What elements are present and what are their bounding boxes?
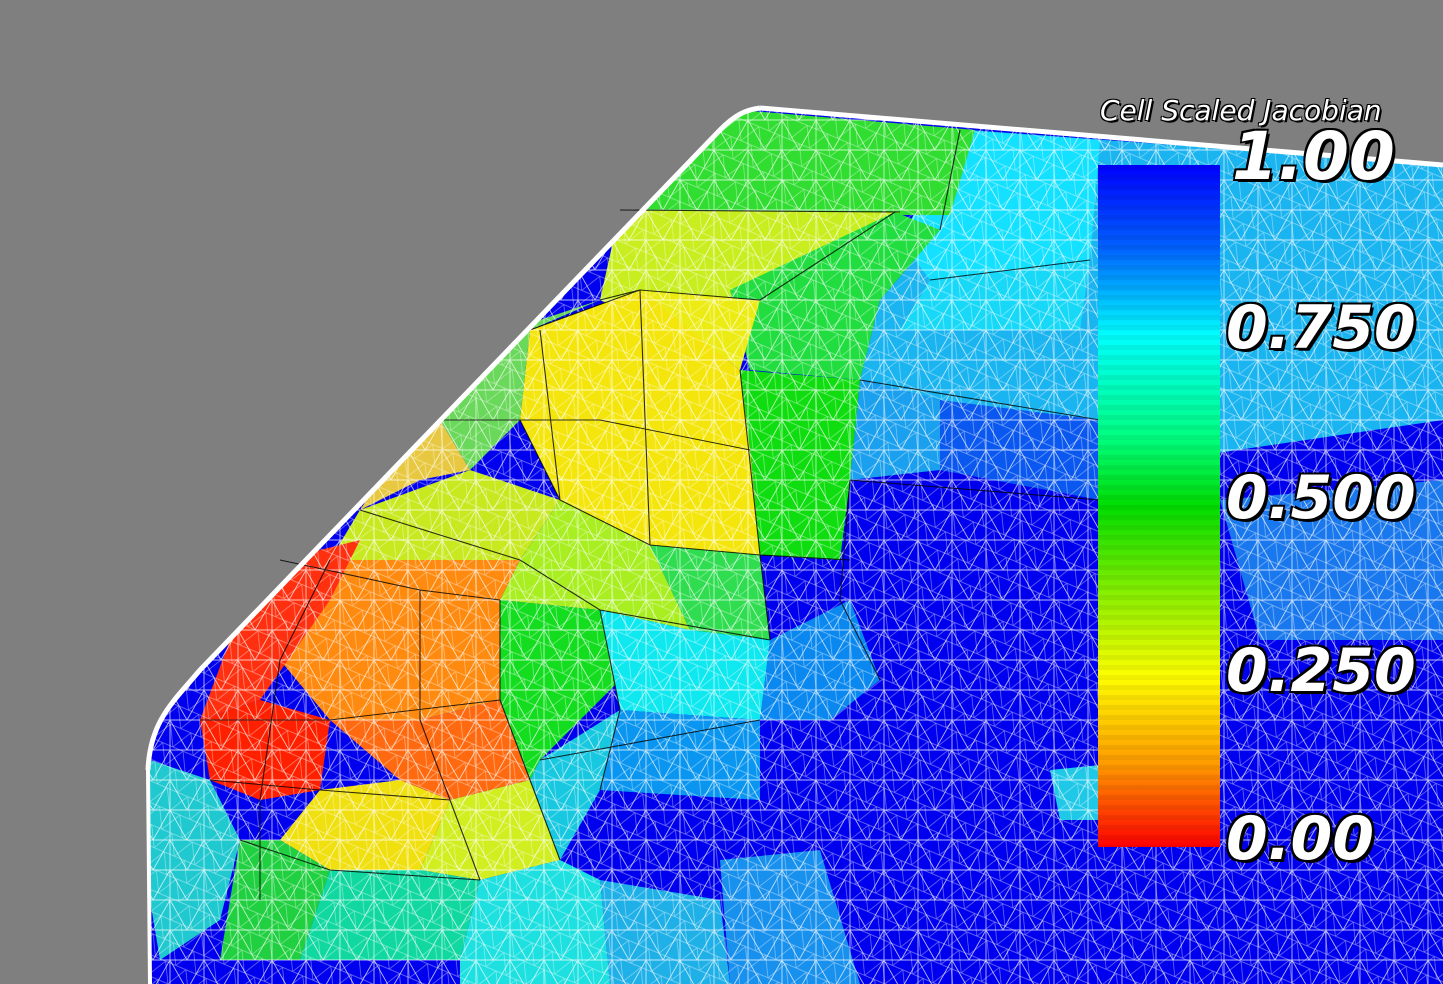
scalar-bar-label-0500: 0.500 (1226, 463, 1416, 533)
scalar-bar-label-max: 1.00 (1232, 118, 1395, 195)
scalar-bar-title: Cell Scaled Jacobian (1100, 94, 1382, 127)
scalar-bar-colorbar[interactable] (1098, 165, 1220, 847)
scalar-bar-label-min: 0.00 (1226, 804, 1375, 874)
scalar-bar-label-0750: 0.750 (1226, 293, 1416, 363)
scalar-bar-label-0250: 0.250 (1226, 636, 1416, 706)
hex-cell-edges (200, 129, 1101, 900)
